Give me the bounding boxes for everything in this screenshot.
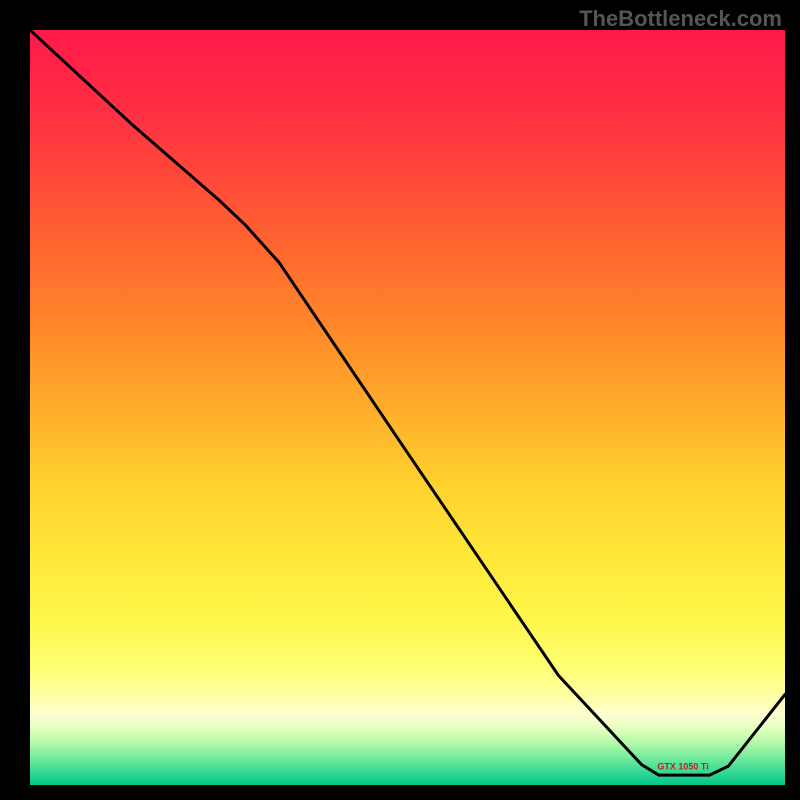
- bottleneck-curve: [30, 30, 785, 775]
- watermark-text: TheBottleneck.com: [579, 6, 782, 32]
- curve-layer: GTX 1050 Ti: [30, 30, 785, 785]
- plot-area: GTX 1050 Ti: [30, 30, 785, 785]
- curve-label: GTX 1050 Ti: [657, 761, 708, 771]
